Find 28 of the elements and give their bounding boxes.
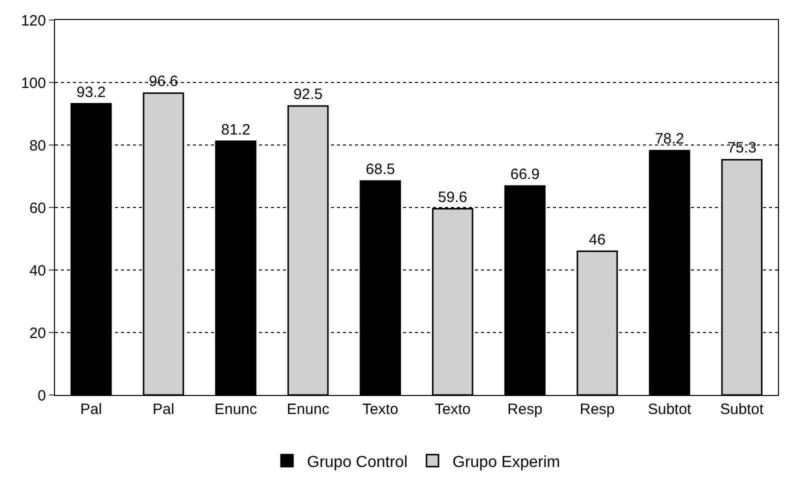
data-label: 46 bbox=[588, 231, 606, 248]
y-tick-label: 40 bbox=[29, 262, 46, 280]
x-tick-label: Pal bbox=[80, 401, 102, 418]
x-tick-label: Texto bbox=[362, 401, 398, 418]
x-tick-label: Subtot bbox=[720, 401, 764, 418]
legend-label: Grupo Control bbox=[307, 454, 408, 471]
x-tick-label: Resp bbox=[580, 401, 615, 418]
x-tick-label: Resp bbox=[507, 401, 542, 418]
x-tick-label: Pal bbox=[152, 401, 174, 418]
data-label: 92.5 bbox=[293, 86, 323, 103]
data-label: 93.2 bbox=[76, 84, 106, 101]
data-label: 78.2 bbox=[654, 130, 684, 148]
y-tick-label: 20 bbox=[29, 324, 46, 342]
data-label: 66.9 bbox=[510, 166, 540, 183]
x-tick-label: Subtot bbox=[648, 401, 692, 418]
x-tick-label: Enunc bbox=[286, 401, 330, 418]
y-tick-label: 0 bbox=[38, 387, 46, 404]
data-label: 75.3 bbox=[727, 140, 756, 157]
y-tick-label: 100 bbox=[20, 74, 46, 92]
x-tick-label: Texto bbox=[434, 401, 471, 418]
y-tick-label: 120 bbox=[20, 12, 46, 30]
data-label: 59.6 bbox=[438, 188, 468, 206]
y-tick-label: 80 bbox=[29, 137, 46, 154]
legend-label: Grupo Experim bbox=[452, 454, 560, 471]
y-tick-label: 60 bbox=[29, 200, 46, 217]
x-tick-label: Enunc bbox=[214, 401, 258, 418]
data-label: 68.5 bbox=[366, 160, 395, 178]
data-label: 81.2 bbox=[221, 121, 250, 138]
